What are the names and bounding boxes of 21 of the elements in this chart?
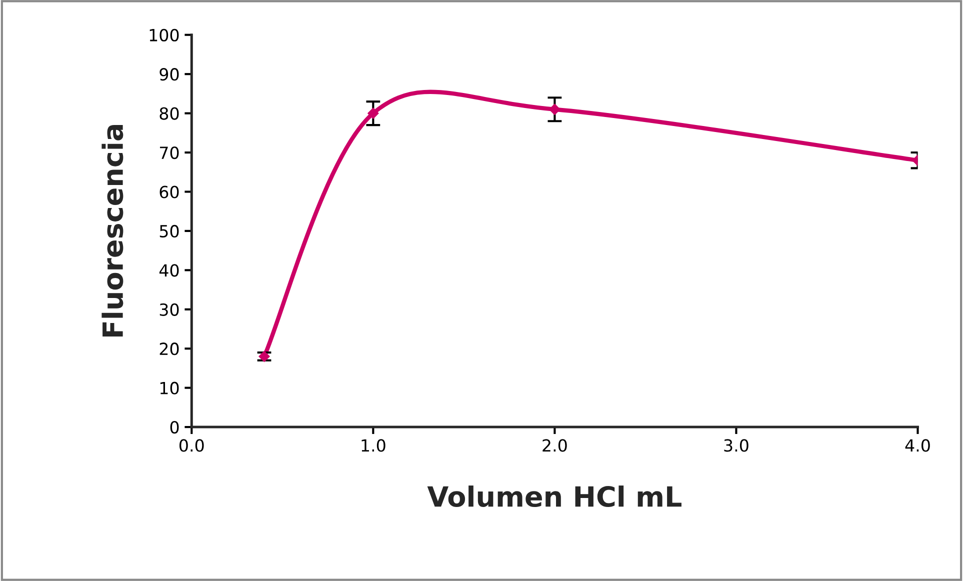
x-tick-label: 2.0 — [542, 439, 567, 452]
x-tick-label: 1.0 — [362, 439, 386, 452]
point — [549, 104, 560, 116]
y-tick-label: 100 — [150, 28, 179, 42]
y-tick-label: 90 — [160, 68, 179, 81]
x-tick-label: 3.0 — [724, 439, 748, 452]
y-tick-label: 60 — [160, 186, 179, 198]
point — [367, 108, 379, 119]
y-tick-label: 0 — [170, 420, 179, 434]
x-axis-title: Volumen HCl mL — [427, 486, 682, 508]
y-tick-label: 20 — [160, 342, 179, 356]
y-tick-label: 10 — [160, 382, 179, 394]
y-tick-label: 30 — [160, 303, 179, 316]
point — [258, 350, 270, 362]
y-tick-label: 50 — [160, 224, 179, 238]
y-axis-title: Fluorescencia — [102, 125, 124, 337]
y-tick-label: 80 — [160, 107, 179, 120]
y-tick-label: 70 — [160, 146, 179, 160]
x-tick-label: 0.0 — [179, 439, 204, 452]
y-tick-label: 40 — [159, 264, 179, 277]
x-tick-label: 4.0 — [905, 439, 930, 452]
